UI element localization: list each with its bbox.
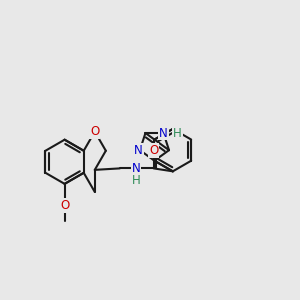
Text: O: O xyxy=(90,125,99,138)
Text: N: N xyxy=(159,127,168,140)
Text: N: N xyxy=(134,144,143,157)
Text: N: N xyxy=(132,162,140,175)
Text: H: H xyxy=(132,174,140,187)
Text: H: H xyxy=(173,127,182,140)
Text: O: O xyxy=(60,199,69,212)
Text: O: O xyxy=(149,144,158,157)
